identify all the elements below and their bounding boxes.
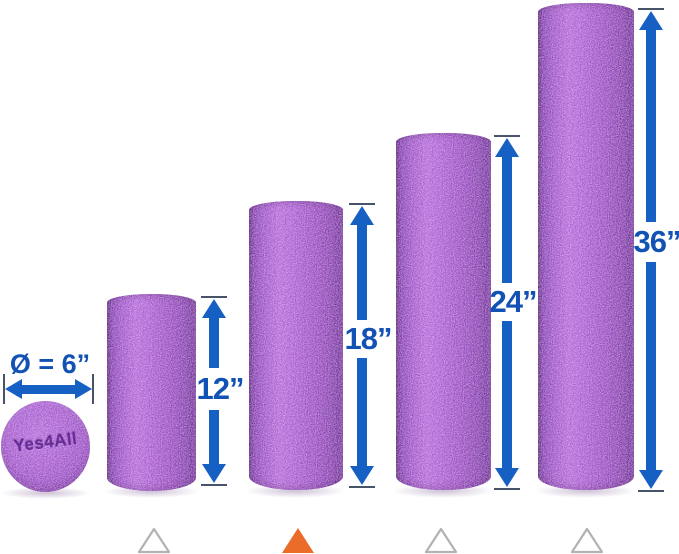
arrow-left-icon bbox=[5, 379, 22, 399]
diameter-dimension-arrow bbox=[3, 374, 94, 405]
arrow-shaft bbox=[209, 316, 219, 368]
dimension-tick bbox=[3, 374, 5, 404]
dimension-tick bbox=[92, 374, 94, 404]
arrow-down-icon bbox=[350, 466, 374, 485]
dimension-label-36in: 36” bbox=[633, 224, 679, 259]
arrow-shaft bbox=[209, 410, 219, 464]
arrow-right-icon bbox=[75, 379, 92, 399]
arrow-shaft bbox=[357, 223, 367, 320]
arrow-shaft bbox=[357, 358, 367, 466]
carousel-indicator-3[interactable] bbox=[424, 526, 458, 554]
dimension-tick bbox=[494, 488, 520, 490]
arrow-shaft bbox=[646, 262, 656, 470]
dimension-tick bbox=[638, 490, 664, 492]
brand-logo: Yes4All bbox=[12, 429, 79, 456]
dimension-18in: 18” bbox=[345, 203, 392, 488]
dimension-tick bbox=[349, 203, 375, 205]
carousel-indicator-4[interactable] bbox=[570, 526, 604, 554]
arrow-shaft bbox=[502, 155, 512, 283]
arrow-down-icon bbox=[495, 468, 519, 487]
arrow-shaft bbox=[646, 28, 656, 222]
foam-roller-endcap: Yes4All bbox=[1, 401, 90, 492]
dimension-label-24in: 24” bbox=[489, 284, 538, 319]
dimension-36in: 36” bbox=[634, 8, 679, 492]
arrow-down-icon bbox=[639, 470, 663, 489]
arrow-down-icon bbox=[202, 464, 226, 483]
dimension-tick bbox=[201, 484, 227, 486]
dimension-tick bbox=[201, 296, 227, 298]
arrow-up-icon bbox=[639, 11, 663, 30]
diameter-label: Ø = 6” bbox=[9, 349, 91, 379]
dimension-tick bbox=[494, 135, 520, 137]
arrow-up-icon bbox=[495, 138, 519, 157]
dimension-label-12in: 12” bbox=[196, 371, 245, 406]
carousel-indicator-2-selected[interactable] bbox=[281, 526, 315, 554]
carousel-indicator-1[interactable] bbox=[137, 526, 171, 554]
arrow-up-icon bbox=[202, 299, 226, 318]
arrow-shaft bbox=[17, 385, 80, 394]
dimension-24in: 24” bbox=[490, 135, 537, 490]
dimension-12in: 12” bbox=[197, 296, 244, 486]
dimension-label-18in: 18” bbox=[344, 321, 393, 356]
dimension-tick bbox=[638, 8, 664, 10]
dimension-tick bbox=[349, 486, 375, 488]
arrow-shaft bbox=[502, 321, 512, 468]
arrow-up-icon bbox=[350, 206, 374, 225]
